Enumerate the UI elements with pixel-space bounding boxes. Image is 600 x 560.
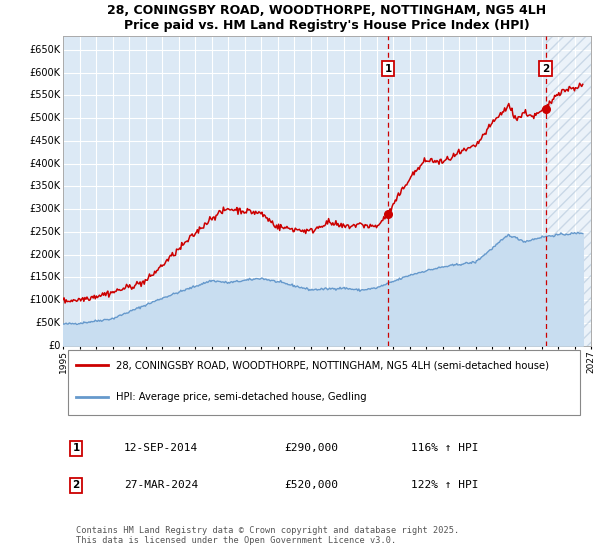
Text: £400K: £400K	[29, 158, 61, 169]
Text: £100K: £100K	[29, 295, 61, 305]
Text: 1: 1	[385, 64, 392, 74]
Text: 12-SEP-2014: 12-SEP-2014	[124, 444, 198, 453]
Text: £520,000: £520,000	[285, 480, 339, 491]
Text: 27-MAR-2024: 27-MAR-2024	[124, 480, 198, 491]
Text: 2: 2	[73, 480, 80, 491]
Text: £50K: £50K	[35, 318, 61, 328]
Text: £0: £0	[48, 340, 61, 351]
Text: 122% ↑ HPI: 122% ↑ HPI	[412, 480, 479, 491]
Text: £290,000: £290,000	[285, 444, 339, 453]
Text: 2: 2	[542, 64, 549, 74]
Text: £250K: £250K	[29, 227, 61, 237]
Text: £500K: £500K	[29, 113, 61, 123]
Text: 1: 1	[73, 444, 80, 453]
Text: £350K: £350K	[29, 181, 61, 192]
Text: £550K: £550K	[29, 91, 61, 100]
FancyBboxPatch shape	[68, 350, 580, 415]
Text: Contains HM Land Registry data © Crown copyright and database right 2025.
This d: Contains HM Land Registry data © Crown c…	[76, 526, 460, 545]
Text: £200K: £200K	[29, 250, 61, 260]
Bar	[545, 36, 599, 346]
Text: £300K: £300K	[29, 204, 61, 214]
Title: 28, CONINGSBY ROAD, WOODTHORPE, NOTTINGHAM, NG5 4LH
Price paid vs. HM Land Regis: 28, CONINGSBY ROAD, WOODTHORPE, NOTTINGH…	[107, 4, 547, 32]
Text: 28, CONINGSBY ROAD, WOODTHORPE, NOTTINGHAM, NG5 4LH (semi-detached house): 28, CONINGSBY ROAD, WOODTHORPE, NOTTINGH…	[116, 361, 549, 370]
Text: HPI: Average price, semi-detached house, Gedling: HPI: Average price, semi-detached house,…	[116, 392, 367, 402]
Text: £450K: £450K	[29, 136, 61, 146]
Text: £150K: £150K	[29, 272, 61, 282]
Text: 116% ↑ HPI: 116% ↑ HPI	[412, 444, 479, 453]
Text: £650K: £650K	[29, 45, 61, 55]
Text: £600K: £600K	[29, 68, 61, 78]
